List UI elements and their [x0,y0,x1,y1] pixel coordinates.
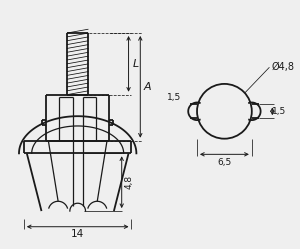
Text: 1,5: 1,5 [167,93,182,102]
Text: Ø4,8: Ø4,8 [272,62,294,72]
Text: A: A [143,82,151,92]
Text: 4,8: 4,8 [125,175,134,189]
Text: L: L [132,59,139,69]
Text: 14: 14 [71,229,84,239]
Text: 1,5: 1,5 [272,107,286,116]
Text: 6,5: 6,5 [217,158,232,167]
